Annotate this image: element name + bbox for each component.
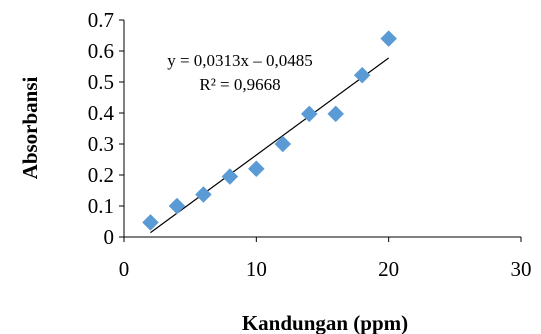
y-tick-label: 0 xyxy=(104,225,115,249)
data-point xyxy=(142,214,159,231)
data-point xyxy=(380,30,398,47)
data-point xyxy=(168,197,186,215)
y-tick-label: 0.6 xyxy=(88,39,114,63)
y-tick-label: 0.4 xyxy=(88,101,115,125)
trendline xyxy=(150,57,390,234)
data-point xyxy=(195,186,212,203)
y-tick-label: 0.1 xyxy=(88,194,114,218)
x-axis-title: Kandungan (ppm) xyxy=(242,311,408,334)
y-tick-label: 0.5 xyxy=(88,70,114,94)
x-tick-label: 10 xyxy=(246,257,267,281)
x-ticks: 0 10 20 30 xyxy=(119,237,532,281)
data-point xyxy=(221,168,239,185)
x-tick-label: 30 xyxy=(511,257,532,281)
y-ticks: 0 0.1 0.2 0.3 0.4 0.5 0.6 0.7 xyxy=(88,8,124,249)
y-tick-label: 0.2 xyxy=(88,163,114,187)
data-point xyxy=(247,160,265,178)
axes xyxy=(123,20,521,238)
data-point xyxy=(353,66,371,84)
data-point xyxy=(300,105,318,123)
r-squared-label: R² = 0,9668 xyxy=(199,75,280,94)
x-tick-label: 0 xyxy=(119,257,130,281)
data-point xyxy=(274,135,292,153)
x-tick-label: 20 xyxy=(378,257,399,281)
y-tick-label: 0.3 xyxy=(88,132,114,156)
data-point xyxy=(327,105,345,123)
y-axis-title: Absorbansi xyxy=(18,76,42,179)
y-tick-label: 0.7 xyxy=(88,8,114,32)
data-points xyxy=(142,30,398,231)
trendline-equation: y = 0,0313x – 0,0485 xyxy=(167,51,313,70)
